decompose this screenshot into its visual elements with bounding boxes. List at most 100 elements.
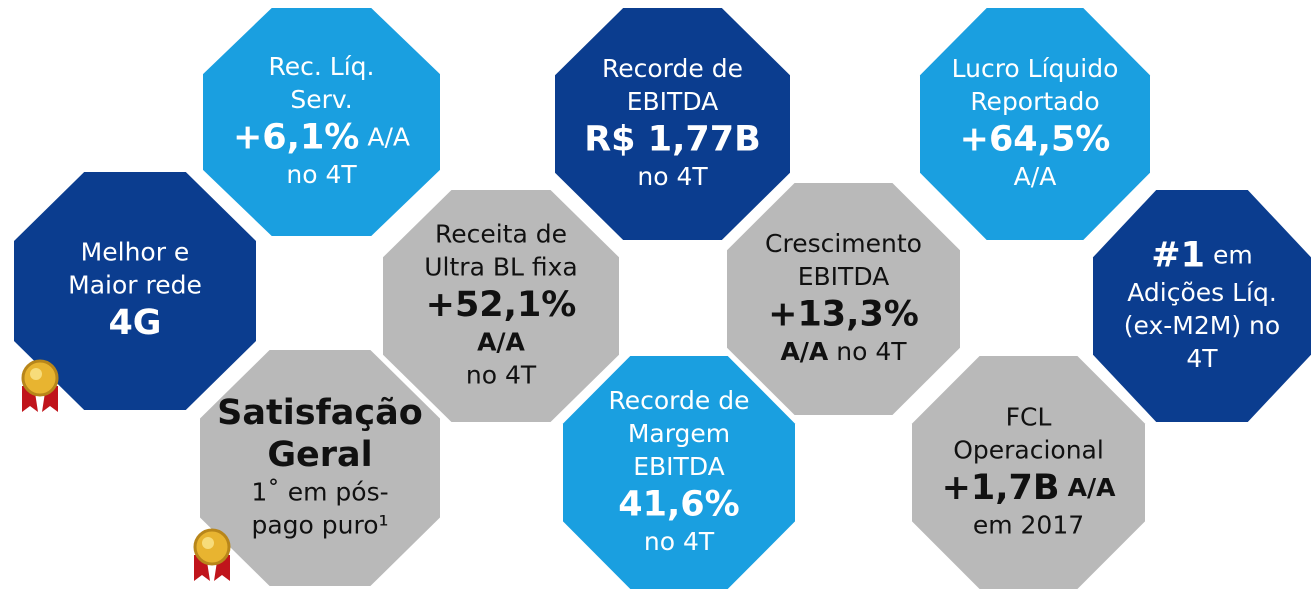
octagon-node: Recorde de Margem EBITDA 41,6%no 4T [563,356,795,589]
octagon [203,8,440,236]
text-segment: Reportado [970,87,1099,116]
node-text-line: +6,1% A/A [233,118,410,158]
text-segment: Satisfação [217,393,423,433]
text-segment: #1 [1151,236,1205,276]
node-text-line: 4T [1186,344,1218,373]
text-segment: em 2017 [973,511,1084,540]
octagon [383,190,619,422]
octagon-node: Lucro Líquido Reportado +64,5%A/A [920,8,1150,240]
octagon [555,8,790,240]
node-text-line: no 4T [637,162,708,191]
text-segment: EBITDA [798,262,890,291]
node-text-line: Satisfação [217,393,423,433]
text-segment: FCL [1006,403,1052,432]
node-text-line: 4G [108,303,161,343]
text-segment: no 4T [286,160,357,189]
text-segment: 4T [1186,344,1218,373]
text-segment: Crescimento [765,229,922,258]
node-text-line: Adições Líq. [1127,278,1277,307]
node-text-line: Ultra BL fixa [424,253,577,282]
text-segment: Receita de [435,220,567,249]
text-segment: A/A [1014,162,1057,191]
text-segment: no 4T [466,361,537,390]
octagon [200,350,440,586]
text-segment: A/A [367,123,410,152]
node-text-line: Operacional [953,436,1104,465]
node-text-line: +64,5% [960,120,1111,160]
text-segment: +1,7B [942,468,1060,508]
node-text-line: A/A [1014,162,1057,191]
medal-icon [21,359,59,412]
node-text-line: Margem [628,419,730,448]
text-segment: A/A [477,328,525,357]
text-segment: 4G [108,303,161,343]
octagon-node: Receita de Ultra BL fixa +52,1% A/A no 4T [383,190,619,422]
node-text-line: Melhor e [81,238,190,267]
node-text-line: A/A [477,328,525,357]
node-text-line: no 4T [644,527,715,556]
octagon [912,356,1145,589]
node-text-line: Recorde de [602,54,743,83]
node-text-line: Serv. [290,85,352,114]
octagon-node: Crescimento EBITDA +13,3%A/A no 4T [727,183,960,415]
medal-icon [193,528,231,581]
node-text-line: EBITDA [798,262,890,291]
node-text-line: Crescimento [765,229,922,258]
text-segment: Recorde de [602,54,743,83]
text-segment: R$ 1,77B [584,120,761,160]
node-text-line: A/A no 4T [780,337,907,366]
node-text-line: #1 em [1151,236,1252,276]
text-segment: A/A [1068,473,1116,502]
node-text-line: Reportado [970,87,1099,116]
node-text-line: Rec. Líq. [269,52,375,81]
octagon [1093,190,1311,422]
node-text-line: FCL [1006,403,1052,432]
text-segment: +13,3% [768,295,919,335]
text-segment: Lucro Líquido [952,54,1119,83]
node-text-line: 41,6% [618,485,739,525]
text-segment: Margem [628,419,730,448]
node-text-line: R$ 1,77B [584,120,761,160]
text-segment: Operacional [953,436,1104,465]
text-segment: A/A [780,337,828,366]
text-segment: (ex-M2M) no [1124,311,1280,340]
octagon-node: #1 em Adições Líq. (ex-M2M) no 4T [1093,190,1311,422]
node-text-line: Recorde de [609,386,750,415]
text-segment: Maior rede [68,271,202,300]
text-segment: no 4T [637,162,708,191]
node-text-line: +1,7B A/A [942,468,1116,508]
text-segment: Ultra BL fixa [424,253,577,282]
text-segment: Recorde de [609,386,750,415]
node-text-line: +13,3% [768,295,919,335]
octagon-node: FCL Operacional +1,7B A/A em 2017 [912,356,1145,589]
octagon [563,356,795,589]
text-segment: pago puro¹ [251,511,388,540]
text-segment: +52,1% [426,285,577,325]
text-segment: no 4T [644,527,715,556]
text-segment: Melhor e [81,238,190,267]
node-text-line: no 4T [286,160,357,189]
node-text-line: Geral [267,435,372,475]
text-segment: Geral [267,435,372,475]
node-text-line: em 2017 [973,511,1084,540]
text-segment: Adições Líq. [1127,278,1277,307]
octagon [920,8,1150,240]
text-segment: 41,6% [618,485,739,525]
node-text-line: no 4T [466,361,537,390]
text-segment: 1˚ em pós- [251,478,388,507]
octagon-node: Rec. Líq. Serv. +6,1% A/A no 4T [203,8,440,236]
octagon [14,172,256,410]
node-text-line: pago puro¹ [251,511,388,540]
octagons: Rec. Líq. Serv. +6,1% A/A no 4T Melhor e Maior… [14,8,1311,589]
text-segment: EBITDA [627,87,719,116]
node-text-line: +52,1% [426,285,577,325]
node-text-line: Maior rede [68,271,202,300]
text-segment: +64,5% [960,120,1111,160]
node-text-line: EBITDA [633,452,725,481]
text-segment: EBITDA [633,452,725,481]
text-segment: Rec. Líq. [269,52,375,81]
text-segment: em [1213,241,1253,270]
